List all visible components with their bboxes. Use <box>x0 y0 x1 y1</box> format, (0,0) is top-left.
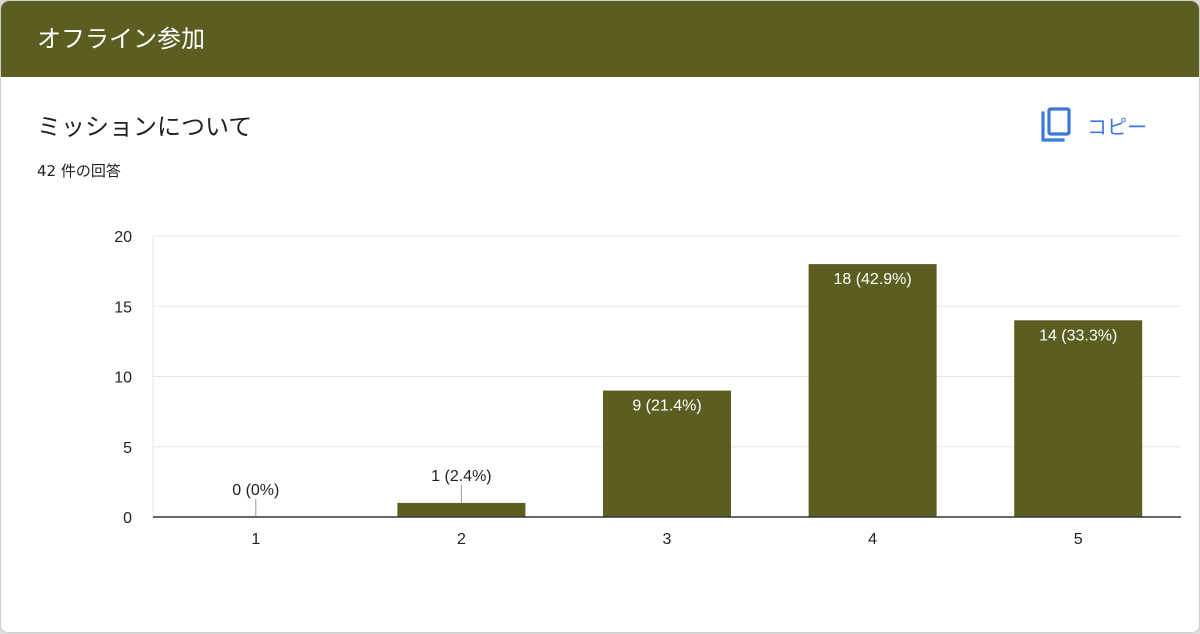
y-tick-label: 20 <box>114 229 132 246</box>
bar-chart: 0 5 10 15 20 1 0 (0%) 2 1 (2.4%) 3 9 (21.4%) 4 18 (4… <box>114 229 1181 548</box>
x-tick-label: 5 <box>1074 531 1083 548</box>
bar <box>808 264 937 517</box>
section-header: オフライン参加 <box>1 1 1199 77</box>
copy-button[interactable]: コピー <box>1039 105 1147 145</box>
x-tick-label: 1 <box>251 531 260 548</box>
copy-icon <box>1041 107 1071 142</box>
x-tick-label: 2 <box>457 531 466 548</box>
bar <box>1014 320 1143 517</box>
x-tick-label: 4 <box>868 531 877 548</box>
section-title: オフライン参加 <box>37 25 205 53</box>
x-tick-label: 3 <box>663 531 672 548</box>
bar <box>397 502 526 517</box>
y-tick-label: 0 <box>123 510 132 527</box>
data-label: 9 (21.4%) <box>632 398 701 415</box>
question-title: ミッションについて <box>37 113 253 141</box>
data-label: 1 (2.4%) <box>431 468 491 485</box>
y-tick-label: 5 <box>123 440 132 457</box>
copy-label: コピー <box>1087 114 1147 139</box>
response-count: 42 件の回答 <box>37 162 121 180</box>
y-tick-label: 15 <box>114 299 132 316</box>
data-label: 0 (0%) <box>232 482 279 499</box>
y-tick-label: 10 <box>114 370 132 387</box>
bar <box>603 390 731 517</box>
data-label: 14 (33.3%) <box>1039 327 1117 344</box>
data-label: 18 (42.9%) <box>833 271 911 288</box>
